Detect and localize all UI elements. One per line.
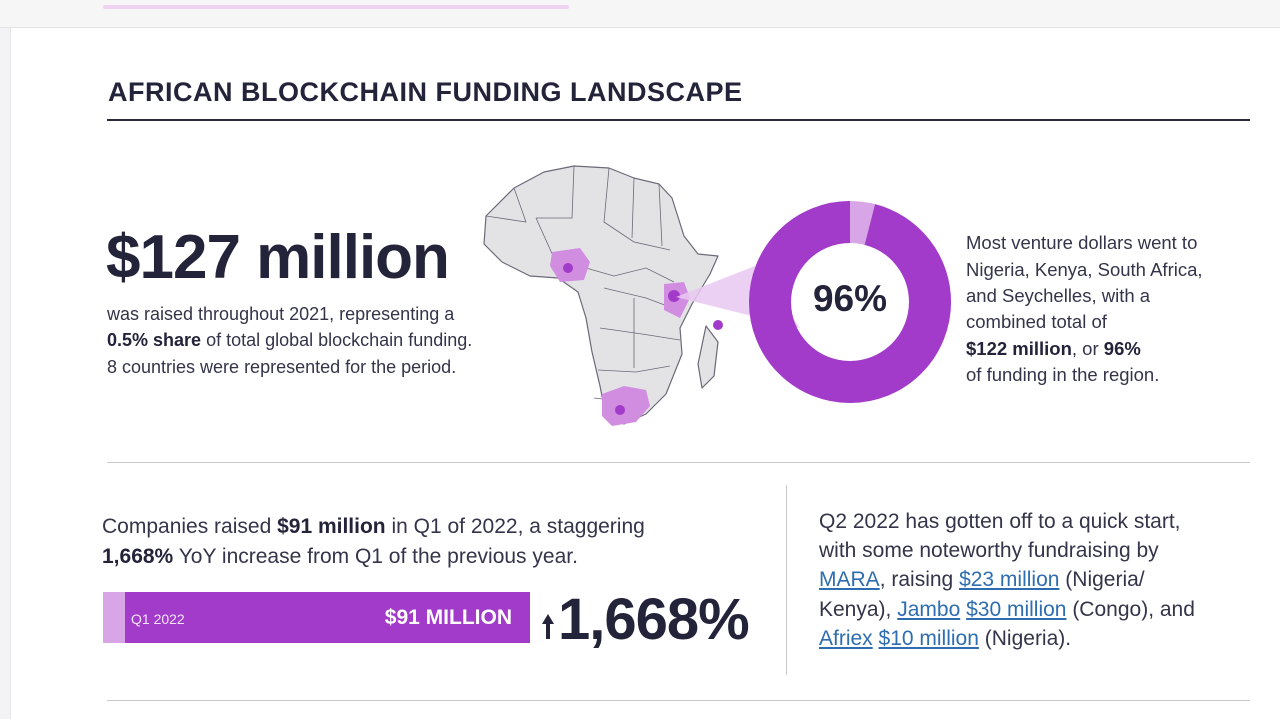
q2-line-5: Afriex $10 million (Nigeria). [819, 627, 1071, 651]
afriex-link[interactable]: Afriex [819, 627, 873, 650]
q2-line-4: Kenya), Jambo $30 million (Congo), and [819, 598, 1195, 622]
seychelles-dot [713, 320, 723, 330]
jambo-amount-link[interactable]: $30 million [966, 598, 1067, 621]
mara-amount-link[interactable]: $23 million [959, 568, 1060, 591]
donut-percent-label: 96% [812, 278, 888, 319]
mara-country: (Nigeria/ [1059, 568, 1145, 591]
q1-line-1-pre: Companies raised [102, 515, 278, 538]
concentration-line-3: and Seychelles, with a [966, 285, 1151, 306]
q2-raising-text: , raising [879, 568, 960, 591]
q1-funding-bar: Q1 2022 $91 MILLION [103, 592, 530, 643]
q1-bar-label: Q1 2022 [131, 611, 185, 627]
summary-line-1: was raised throughout 2021, representing… [107, 304, 455, 324]
title-divider [107, 119, 1250, 121]
q1-amount: $91 million [277, 515, 386, 538]
south-africa-dot [615, 405, 625, 415]
top-bar [0, 0, 1280, 28]
q1-line-2-rest: YoY increase from Q1 of the previous yea… [173, 545, 578, 568]
top-accent-strip [103, 5, 569, 9]
afriex-country: (Nigeria). [978, 627, 1072, 650]
q2-line-1: Q2 2022 has gotten off to a quick start, [819, 510, 1181, 533]
donut-share-arc [749, 201, 951, 403]
q1-line-1-post: in Q1 of 2022, a staggering [385, 515, 645, 538]
bottom-divider [107, 700, 1250, 701]
africa-map [483, 165, 723, 426]
africa-outline [483, 165, 719, 425]
nigeria-dot [563, 263, 573, 273]
jambo-country: (Congo), and [1066, 598, 1195, 621]
summary-line-2-rest: of total global blockchain funding. [201, 330, 473, 350]
concentration-line-2: Nigeria, Kenya, South Africa, [966, 259, 1203, 280]
funding-share-donut [749, 201, 951, 403]
q1-bar-lead [103, 592, 125, 643]
q2-line-3: MARA, raising $23 million (Nigeria/ [819, 568, 1145, 592]
south-africa-highlight [602, 386, 650, 426]
page-title: AFRICAN BLOCKCHAIN FUNDING LANDSCAPE [108, 77, 743, 107]
share-value: 0.5% share [107, 330, 202, 350]
combined-percent: 96% [1103, 338, 1141, 359]
concentration-line-5: $122 million, or 96% [966, 338, 1141, 360]
summary-line-2: 0.5% share of total global blockchain fu… [107, 330, 472, 351]
yoy-growth: 1,668% [558, 587, 750, 652]
q1-line-2: 1,668% YoY increase from Q1 of the previ… [102, 545, 578, 569]
q2-line-2: with some noteworthy fundraising by [819, 539, 1159, 562]
arrow-up-icon [542, 614, 554, 639]
kenya-dot [668, 290, 680, 302]
jambo-link[interactable]: Jambo [897, 598, 961, 621]
q1-bar-value: $91 MILLION [384, 606, 512, 629]
concentration-line-4: combined total of [966, 311, 1107, 332]
concentration-connector: , or [1071, 338, 1104, 359]
concentration-line-1: Most venture dollars went to [966, 232, 1198, 253]
q1-line-1: Companies raised $91 million in Q1 of 20… [102, 515, 645, 539]
concentration-line-6: of funding in the region. [966, 364, 1160, 385]
column-divider [786, 485, 787, 675]
q1-growth-pct: 1,668% [102, 545, 174, 568]
kenya-text: Kenya), [819, 598, 898, 621]
combined-total: $122 million [966, 338, 1072, 359]
summary-line-3: 8 countries were represented for the per… [107, 357, 457, 377]
total-funding-amount: $127 million [106, 223, 450, 292]
mara-link[interactable]: MARA [819, 568, 880, 591]
afriex-amount-link[interactable]: $10 million [878, 627, 979, 650]
section-divider [107, 462, 1250, 463]
